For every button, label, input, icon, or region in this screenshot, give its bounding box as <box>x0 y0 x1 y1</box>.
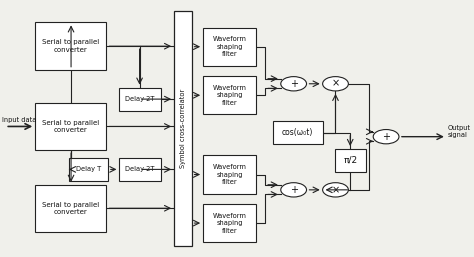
Bar <box>203 204 256 242</box>
Circle shape <box>281 183 307 197</box>
Bar <box>35 185 107 232</box>
Text: Symbol cross-correlator: Symbol cross-correlator <box>180 89 186 168</box>
Text: Waveform
shaping
filter: Waveform shaping filter <box>212 213 246 234</box>
Circle shape <box>323 183 348 197</box>
Circle shape <box>281 77 307 91</box>
Text: Waveform
shaping
filter: Waveform shaping filter <box>212 85 246 106</box>
Text: +: + <box>382 132 390 142</box>
Bar <box>203 76 256 114</box>
Circle shape <box>323 77 348 91</box>
Text: +: + <box>290 185 298 195</box>
Text: +: + <box>290 79 298 89</box>
Text: Delay T: Delay T <box>76 166 101 172</box>
Text: cos(ω₀t): cos(ω₀t) <box>282 128 313 137</box>
Text: Waveform
shaping
filter: Waveform shaping filter <box>212 164 246 185</box>
Circle shape <box>373 130 399 144</box>
Text: Serial to parallel
converter: Serial to parallel converter <box>42 202 100 215</box>
Text: Output
signal: Output signal <box>448 125 471 137</box>
Bar <box>35 103 107 150</box>
Text: Delay 2T: Delay 2T <box>125 166 155 172</box>
Bar <box>273 121 323 144</box>
Text: Waveform
shaping
filter: Waveform shaping filter <box>212 36 246 57</box>
Text: Serial to parallel
converter: Serial to parallel converter <box>42 39 100 53</box>
Bar <box>119 88 161 111</box>
Text: Input data: Input data <box>2 117 36 123</box>
Bar <box>35 22 107 70</box>
Bar <box>203 27 256 66</box>
Bar <box>119 158 161 181</box>
Text: ×: × <box>331 79 339 89</box>
Bar <box>203 155 256 194</box>
Bar <box>335 149 366 172</box>
Bar <box>69 158 108 181</box>
Bar <box>174 11 191 246</box>
Text: Delay 2T: Delay 2T <box>125 96 155 102</box>
Text: ×: × <box>331 185 339 195</box>
Text: π/2: π/2 <box>343 156 357 165</box>
Text: Serial to parallel
converter: Serial to parallel converter <box>42 120 100 133</box>
